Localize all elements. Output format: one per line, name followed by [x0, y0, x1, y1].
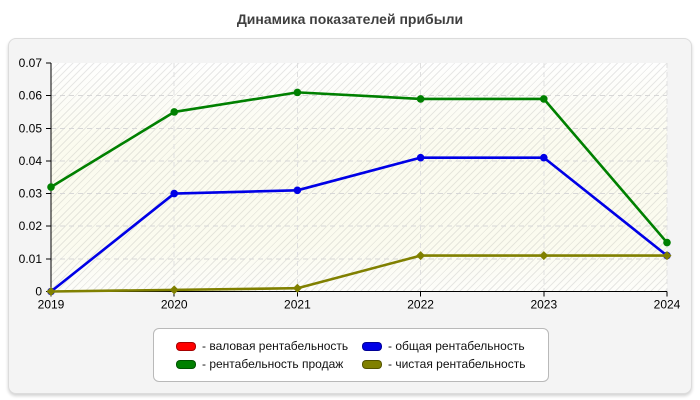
y-tick-label: 0.04: [19, 154, 43, 168]
y-tick-label: 0.06: [19, 89, 43, 103]
legend-swatch-green: [176, 359, 196, 369]
legend-item: - общая рентабельность: [362, 339, 548, 353]
y-tick-label: 0.01: [19, 252, 43, 266]
y-tick-label: 0.07: [19, 56, 43, 70]
series-marker: [540, 153, 548, 162]
line-chart: 0 0.01 0.02 0.03 0.04 0.05 0.06 0.07 2019 2020 202…: [19, 56, 681, 312]
y-tick-label: 0.02: [19, 219, 43, 233]
legend-swatch-olive: [362, 359, 382, 369]
x-tick-label: 2020: [161, 298, 188, 312]
series-marker: [540, 95, 548, 103]
series-marker: [416, 95, 425, 103]
legend-swatch-red: [176, 341, 196, 351]
legend: - валовая рентабельность - общая рентабе…: [153, 328, 549, 382]
chart-title: Динамика показателей прибыли: [236, 11, 464, 27]
series-marker: [170, 108, 178, 116]
plot-area-background: [51, 63, 667, 292]
legend-item: - чистая рентабельность: [362, 357, 548, 371]
x-tick-label: 2024: [654, 298, 681, 312]
series-marker: [169, 285, 179, 295]
series-line: [50, 156, 668, 293]
series-marker: [47, 183, 55, 191]
series-marker: [539, 251, 549, 261]
legend-item: - рентабельность продаж: [176, 357, 362, 371]
x-tick-label: 2022: [407, 298, 434, 312]
y-tick-label: 0: [35, 285, 42, 299]
series-marker: [292, 283, 302, 293]
chart-panel: 0 0.01 0.02 0.03 0.04 0.05 0.06 0.07 2019 2020 202…: [8, 38, 692, 394]
series-line: [50, 91, 668, 244]
legend-label: - валовая рентабельность: [202, 339, 349, 353]
series-marker: [662, 251, 672, 261]
x-tick-label: 2019: [38, 298, 65, 312]
series-marker: [416, 251, 426, 261]
y-tick-label: 0.05: [19, 121, 43, 135]
legend-label: - общая рентабельность: [388, 339, 525, 353]
legend-label: - рентабельность продаж: [202, 357, 344, 371]
series-marker: [293, 88, 302, 97]
y-tick-label: 0.03: [19, 187, 43, 201]
series-marker: [663, 238, 671, 247]
series-marker: [416, 153, 425, 162]
x-tick-label: 2023: [530, 298, 557, 312]
legend-label: - чистая рентабельность: [388, 357, 526, 371]
legend-item: - валовая рентабельность: [176, 339, 362, 353]
series-line: [50, 254, 667, 293]
series-marker: [293, 186, 302, 195]
series-marker: [46, 287, 56, 296]
legend-swatch-blue: [362, 341, 382, 351]
x-tick-label: 2021: [284, 298, 311, 312]
series-marker: [170, 189, 178, 198]
